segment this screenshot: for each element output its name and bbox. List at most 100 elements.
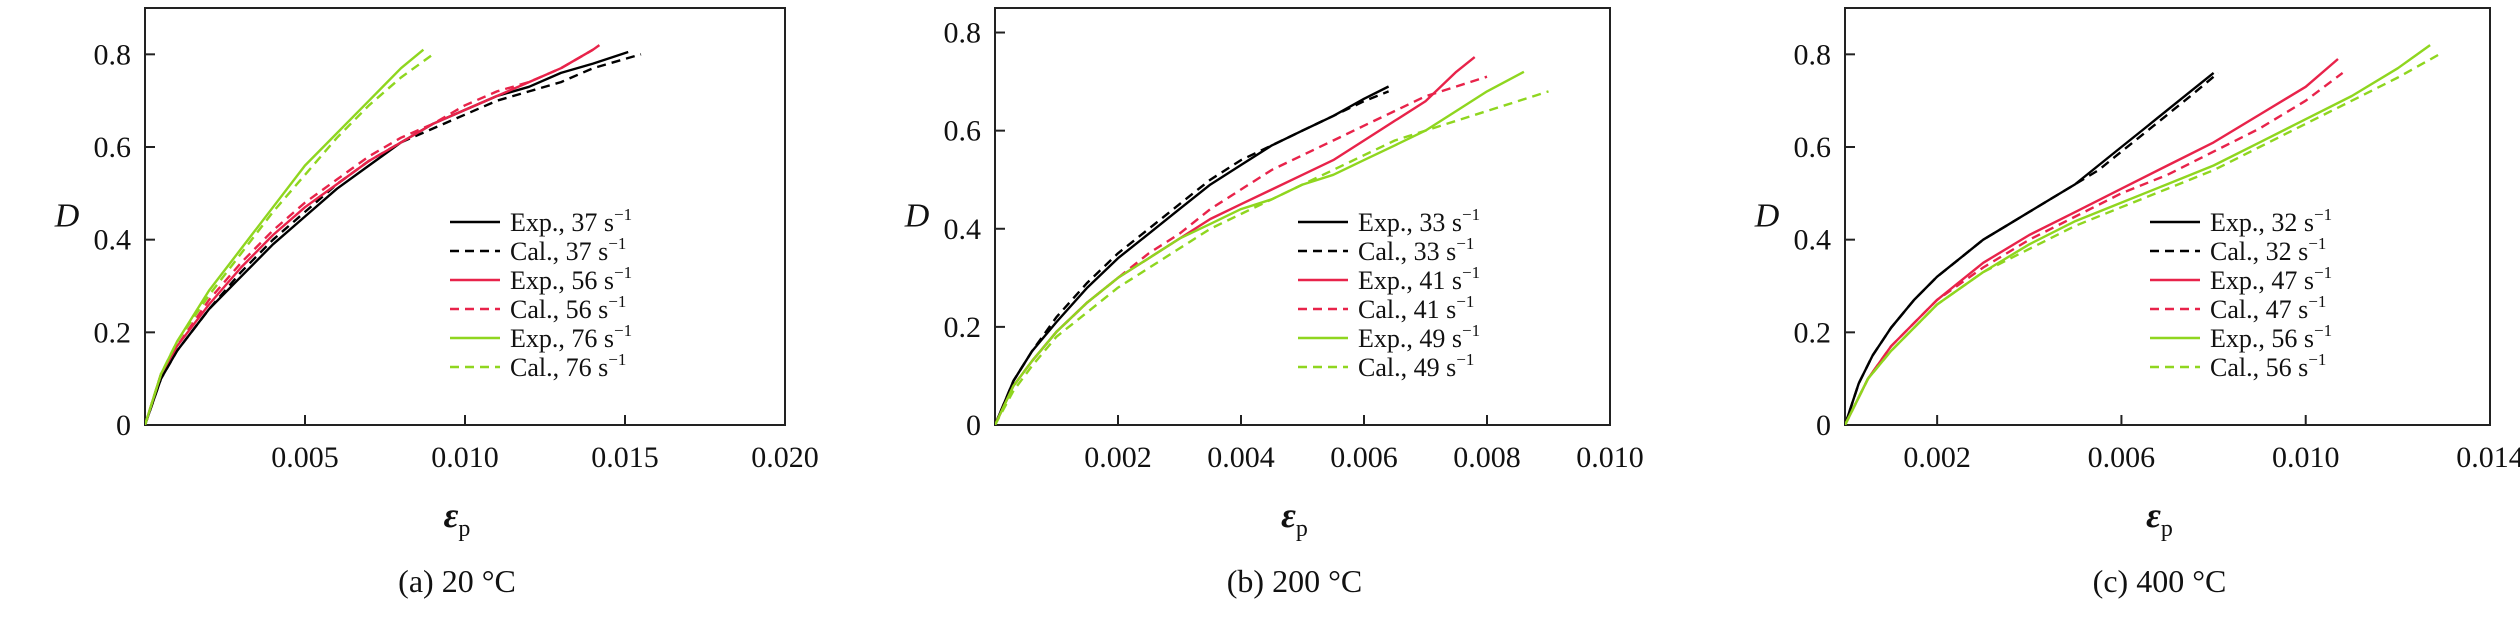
- series-line: [145, 48, 594, 425]
- legend-label-name: Exp., 32 s: [2210, 208, 2314, 237]
- legend-label-sup: −1: [608, 292, 626, 311]
- x-tick-label: 0.010: [1576, 441, 1644, 474]
- series-group: [145, 44, 642, 425]
- legend-label-name: Cal., 32 s: [2210, 237, 2308, 266]
- legend-label-name: Exp., 56 s: [510, 266, 614, 295]
- x-axis-label-sub: p: [2161, 516, 2173, 542]
- legend-label-sup: −1: [614, 263, 632, 282]
- legend-label-sup: −1: [2314, 205, 2332, 224]
- chart-panel: 0 0.2 0.4 0.6 0.8 0.002 0.006 0.010 0.014 Dεp (c) …: [1754, 7, 2520, 599]
- legend-label: Exp., 56 s−1: [2210, 321, 2332, 353]
- y-tick-label: 0.8: [94, 38, 132, 71]
- x-tick-label: 0.008: [1453, 441, 1521, 474]
- legend-label-name: Exp., 49 s: [1358, 324, 1462, 353]
- legend-label-sup: −1: [2308, 350, 2326, 369]
- series-group: [995, 56, 1549, 425]
- chart-panel: 0 0.2 0.4 0.6 0.8 0.002 0.004 0.006 0.008 0.010 Dε…: [904, 7, 1644, 599]
- legend-label-name: Cal., 33 s: [1358, 237, 1456, 266]
- legend-label: Exp., 37 s−1: [510, 205, 632, 237]
- series-line: [995, 90, 1549, 425]
- legend-label-sup: −1: [608, 350, 626, 369]
- x-tick-label: 0.015: [591, 441, 659, 474]
- legend-label-name: Exp., 41 s: [1358, 266, 1462, 295]
- x-tick-label: 0.002: [1903, 441, 1971, 474]
- x-axis-label: εp: [1281, 495, 1308, 542]
- x-axis-label: εp: [2146, 495, 2173, 542]
- legend-label: Exp., 76 s−1: [510, 321, 632, 353]
- series-line: [1845, 53, 2440, 425]
- legend-label-name: Exp., 56 s: [2210, 324, 2314, 353]
- y-axis-label: D: [1754, 198, 1780, 235]
- x-axis-label-main: ε: [2146, 495, 2161, 535]
- legend-label-sup: −1: [2308, 292, 2326, 311]
- y-axis-label: D: [54, 198, 80, 235]
- legend-label-sup: −1: [1462, 205, 1480, 224]
- legend-label-sup: −1: [2308, 234, 2326, 253]
- legend-label: Cal., 56 s−1: [510, 292, 626, 324]
- x-axis-label-sub: p: [458, 516, 470, 542]
- x-tick-label: 0.006: [1330, 441, 1398, 474]
- y-tick-label: 0.2: [94, 316, 132, 349]
- legend-label-sup: −1: [1462, 263, 1480, 282]
- y-tick-label: 0.4: [944, 213, 982, 246]
- y-tick-label: 0.6: [94, 131, 132, 164]
- y-axis-label: D: [904, 198, 930, 235]
- x-tick-label: 0.006: [2088, 441, 2156, 474]
- y-tick-label: 0.8: [1794, 38, 1832, 71]
- y-tick-label: 0.2: [1794, 316, 1832, 349]
- y-tick-label: 0.6: [1794, 131, 1832, 164]
- x-axis-label-sub: p: [1296, 516, 1308, 542]
- legend-label-name: Cal., 56 s: [510, 295, 608, 324]
- panel-caption: (a) 20 °C: [398, 563, 516, 599]
- y-tick-label: 0.4: [94, 224, 132, 257]
- legend-label-sup: −1: [1456, 350, 1474, 369]
- series-line: [1845, 44, 2431, 425]
- legend-label-sup: −1: [1456, 292, 1474, 311]
- legend-label: Cal., 49 s−1: [1358, 350, 1474, 382]
- y-tick-label: 0.8: [944, 17, 982, 50]
- x-tick-label: 0.020: [751, 441, 819, 474]
- legend-label-sup: −1: [2314, 321, 2332, 340]
- chart-panel: 0 0.2 0.4 0.6 0.8 0.005 0.010 0.015 0.020 Dεp (a) …: [54, 7, 819, 599]
- legend-label-name: Cal., 56 s: [2210, 353, 2308, 382]
- x-tick-label: 0.002: [1084, 441, 1152, 474]
- legend-label: Exp., 56 s−1: [510, 263, 632, 295]
- legend-label-name: Cal., 76 s: [510, 353, 608, 382]
- x-tick-label: 0.014: [2456, 441, 2520, 474]
- legend-label: Exp., 33 s−1: [1358, 205, 1480, 237]
- legend-label-sup: −1: [614, 205, 632, 224]
- panel-caption: (c) 400 °C: [2093, 563, 2227, 599]
- x-axis-label-main: ε: [1281, 495, 1296, 535]
- x-axis-label-main: ε: [444, 495, 459, 535]
- series-line: [1845, 71, 2344, 425]
- x-axis-label: εp: [444, 495, 471, 542]
- series-line: [995, 85, 1390, 425]
- x-tick-label: 0.010: [2272, 441, 2340, 474]
- x-tick-label: 0.005: [271, 441, 339, 474]
- legend-label-sup: −1: [1462, 321, 1480, 340]
- y-tick-label: 0.4: [1794, 224, 1832, 257]
- legend-label-name: Cal., 37 s: [510, 237, 608, 266]
- plot-frame: [1844, 7, 2491, 426]
- plot-frame: [144, 7, 786, 426]
- plot-frame: [994, 7, 1611, 426]
- x-tick-label: 0.004: [1207, 441, 1275, 474]
- legend-label: Cal., 37 s−1: [510, 234, 626, 266]
- legend-label: Exp., 41 s−1: [1358, 263, 1480, 295]
- legend-label-name: Exp., 76 s: [510, 324, 614, 353]
- legend-label: Cal., 56 s−1: [2210, 350, 2326, 382]
- series-line: [145, 50, 629, 425]
- legend-label-sup: −1: [608, 234, 626, 253]
- y-tick-label: 0: [1816, 409, 1831, 442]
- y-tick-label: 0: [116, 409, 131, 442]
- legend-label-sup: −1: [1456, 234, 1474, 253]
- series-line: [995, 90, 1390, 425]
- legend-label-name: Cal., 47 s: [2210, 295, 2308, 324]
- series-line: [145, 53, 434, 425]
- series-line: [1845, 71, 2219, 425]
